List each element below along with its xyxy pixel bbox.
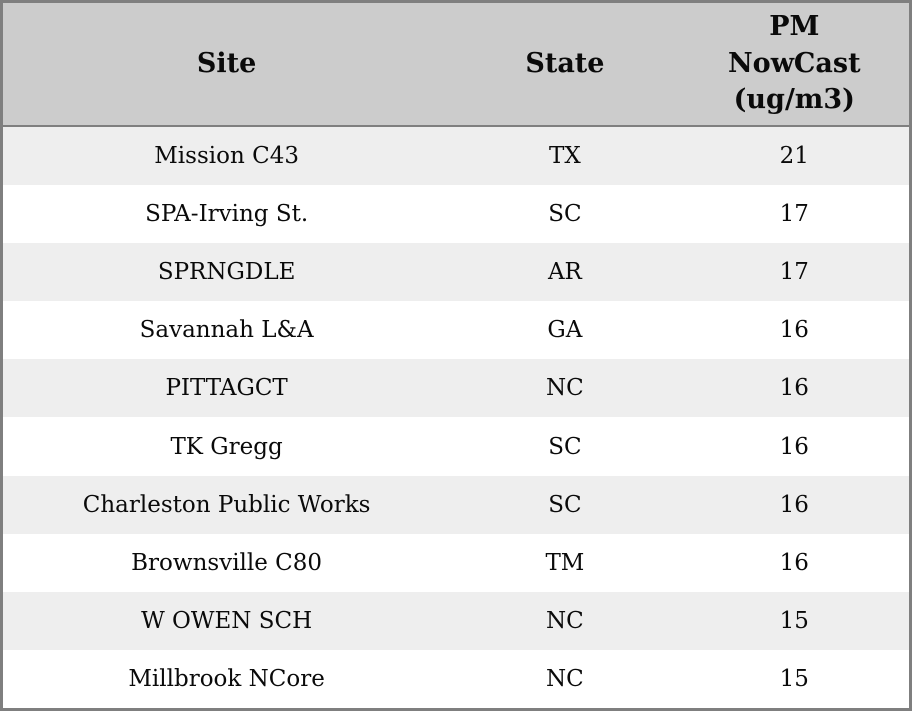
state-cell: SC — [548, 201, 582, 228]
value-cell: 17 — [779, 259, 809, 286]
value-cell: 16 — [779, 491, 809, 518]
site-cell: Brownsville C80 — [131, 549, 323, 576]
value-cell: 16 — [779, 433, 809, 460]
state-cell: NC — [546, 375, 584, 402]
table-row: Brownsville C80 TM 16 — [3, 533, 909, 592]
site-cell: W OWEN SCH — [141, 607, 313, 634]
header-site-label: Site — [196, 47, 257, 79]
table-row: SPA-Irving St. SC 17 — [3, 185, 909, 244]
state-cell: AR — [547, 259, 582, 286]
table-header: Site State PM NowCast (ug/m3) — [3, 3, 909, 127]
table-row: TK Gregg SC 16 — [3, 417, 909, 476]
value-cell: 16 — [779, 549, 809, 576]
header-pm-line-3: (ug/m3) — [733, 84, 855, 116]
state-cell: TX — [549, 143, 581, 170]
state-cell: NC — [546, 607, 584, 634]
value-cell: 17 — [779, 201, 809, 228]
header-pm-line-1: PM — [769, 11, 820, 43]
table-body: Mission C43 TX 21 SPA-Irving St. SC 17 S… — [3, 126, 909, 708]
table-row: Savannah L&A GA 16 — [3, 301, 909, 360]
state-cell: GA — [547, 317, 583, 344]
site-cell: Millbrook NCore — [128, 665, 325, 692]
site-cell: TK Gregg — [170, 433, 283, 460]
state-cell: SC — [548, 433, 582, 460]
value-cell: 15 — [779, 665, 809, 692]
value-cell: 21 — [779, 143, 809, 170]
pm-nowcast-table: Site State PM NowCast (ug/m3) Mission C4… — [3, 3, 909, 708]
site-cell: Savannah L&A — [139, 317, 314, 344]
header-site: Site — [3, 3, 451, 127]
table-row: Millbrook NCore NC 15 — [3, 649, 909, 708]
value-cell: 16 — [779, 375, 809, 402]
header-state-label: State — [525, 47, 605, 79]
state-cell: SC — [548, 491, 582, 518]
table-row: Charleston Public Works SC 16 — [3, 475, 909, 534]
header-pm-nowcast: PM NowCast (ug/m3) — [679, 3, 909, 127]
site-cell: Mission C43 — [154, 143, 299, 170]
state-cell: TM — [545, 549, 585, 576]
site-cell: PITTAGCT — [165, 375, 288, 402]
table-row: W OWEN SCH NC 15 — [3, 591, 909, 650]
site-cell: SPRNGDLE — [157, 259, 296, 286]
header-row: Site State PM NowCast (ug/m3) — [3, 3, 909, 127]
site-cell: SPA-Irving St. — [145, 201, 309, 228]
value-cell: 15 — [779, 607, 809, 634]
value-cell: 16 — [779, 317, 809, 344]
header-pm-line-2: NowCast — [728, 47, 861, 79]
table-row: SPRNGDLE AR 17 — [3, 243, 909, 302]
state-cell: NC — [546, 665, 584, 692]
table-row: Mission C43 TX 21 — [3, 126, 909, 186]
table-row: PITTAGCT NC 16 — [3, 359, 909, 418]
header-state: State — [450, 3, 680, 127]
site-cell: Charleston Public Works — [82, 491, 371, 518]
